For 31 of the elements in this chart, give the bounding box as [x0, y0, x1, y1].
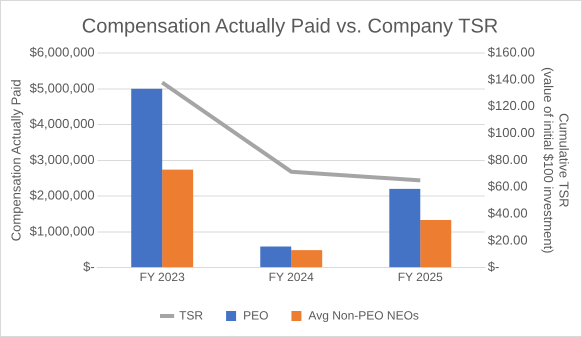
- y2-tick-label: $160.00: [488, 44, 535, 60]
- y2-tick-label: $40.00: [488, 206, 528, 221]
- x-tick-label: FY 2025: [398, 270, 444, 284]
- y-tick-label: $4,000,000: [30, 116, 95, 132]
- x-tick-label: FY 2023: [140, 270, 186, 284]
- bar: [291, 250, 322, 268]
- y2-tick-label: $60.00: [488, 178, 528, 194]
- y-axis-title: Compensation Actually Paid: [8, 79, 24, 242]
- legend-label: Avg Non-PEO NEOs: [308, 308, 419, 322]
- chart-title: Compensation Actually Paid vs. Company TSR: [82, 16, 498, 38]
- y-tick-label: $6,000,000: [30, 44, 95, 60]
- y2-tick-label: $100.00: [488, 125, 535, 140]
- y-tick-label: $5,000,000: [30, 80, 95, 96]
- bar: [131, 88, 162, 268]
- bar: [389, 188, 420, 268]
- y2-axis-title: Cumulative TSR (value of initial $100 investment): [541, 67, 572, 254]
- y2-tick-label: $-: [488, 259, 500, 274]
- bar: [260, 246, 292, 268]
- y-tick-label: $-: [83, 259, 95, 274]
- x-tick-label: FY 2024: [268, 270, 314, 284]
- y-tick-label: $1,000,000: [30, 223, 95, 238]
- bar: [162, 170, 194, 268]
- legend-label: TSR: [179, 308, 204, 322]
- y2-tick-label: $80.00: [488, 152, 528, 167]
- bar: [420, 220, 452, 268]
- y-tick-label: $2,000,000: [30, 188, 95, 203]
- y2-tick-label: $140.00: [488, 71, 535, 86]
- y2-tick-label: $120.00: [488, 98, 535, 114]
- legend-label: PEO: [243, 308, 268, 322]
- y-tick-label: $3,000,000: [30, 152, 95, 167]
- y2-tick-label: $20.00: [488, 232, 528, 248]
